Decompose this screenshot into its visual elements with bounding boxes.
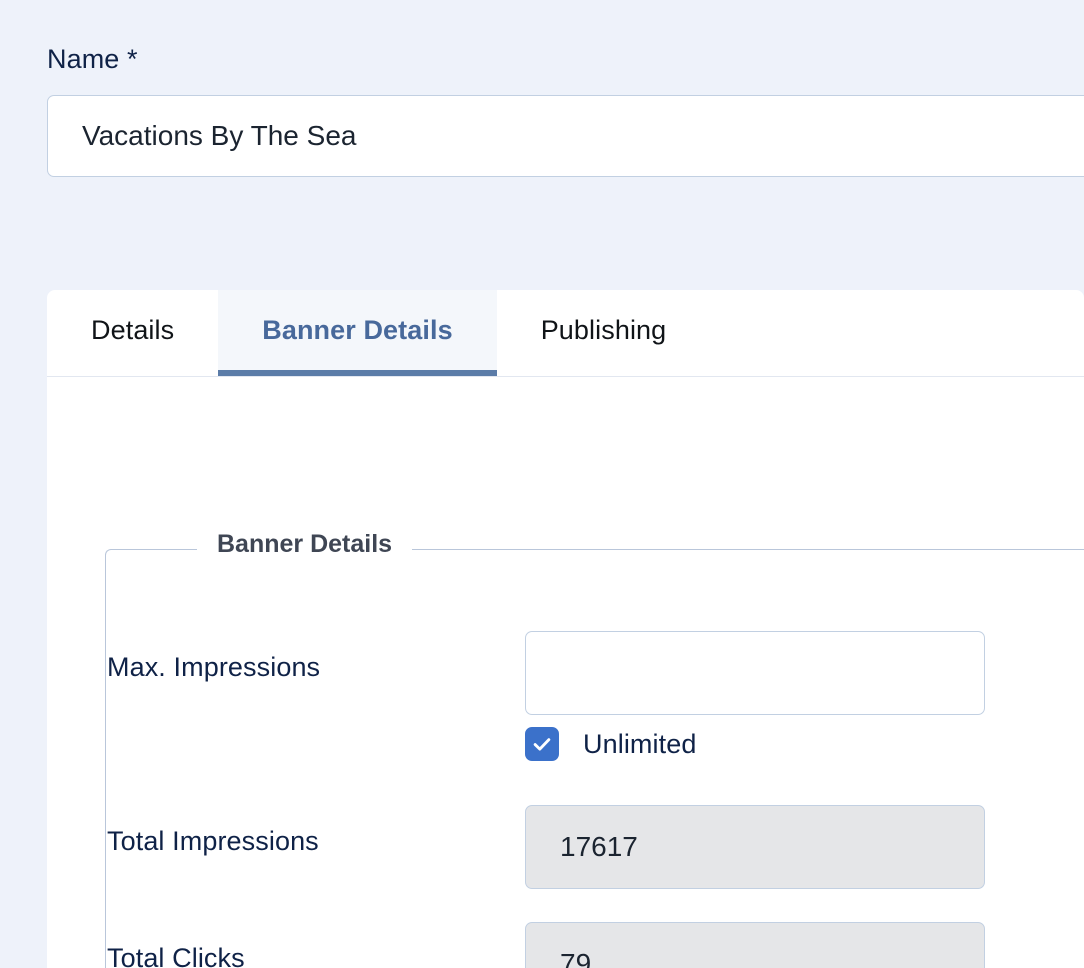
max-impressions-label: Max. Impressions [107, 652, 321, 682]
tab-publishing[interactable]: Publishing [497, 290, 711, 376]
name-section: Name * Vacations By The Sea [0, 0, 1084, 232]
tab-panel-banner-details: Banner Details Max. Impressions Unlimite… [47, 377, 1084, 968]
banner-details-fieldset: Banner Details [105, 528, 1084, 968]
total-impressions-control: 17617 [525, 805, 985, 889]
total-impressions-label: Total Impressions [107, 826, 319, 856]
tab-banner-details-label: Banner Details [262, 314, 453, 345]
tab-publishing-label: Publishing [540, 314, 667, 345]
total-clicks-input: 79 [525, 922, 985, 968]
name-input[interactable]: Vacations By The Sea [47, 95, 1084, 177]
check-icon [533, 738, 551, 751]
tab-details-label: Details [91, 314, 175, 345]
total-impressions-input: 17617 [525, 805, 985, 889]
fieldset-legend: Banner Details [197, 528, 413, 560]
max-impressions-input[interactable] [525, 631, 985, 715]
total-clicks-label: Total Clicks [107, 943, 245, 968]
form-row-total-clicks: Total Clicks 79 [47, 922, 1084, 968]
max-impressions-control: Unlimited [525, 631, 985, 761]
form-row-max-impressions: Max. Impressions Unlimited [47, 631, 1084, 761]
banner-details-card: Details Banner Details Publishing Banner… [47, 290, 1084, 968]
form-row-total-impressions: Total Impressions 17617 [47, 805, 1084, 889]
unlimited-checkbox-label: Unlimited [583, 729, 697, 759]
tab-strip: Details Banner Details Publishing [47, 290, 1084, 377]
unlimited-checkbox-row[interactable]: Unlimited [525, 727, 985, 761]
tab-banner-details[interactable]: Banner Details [218, 290, 497, 376]
tab-details[interactable]: Details [47, 290, 218, 376]
unlimited-checkbox[interactable] [525, 727, 559, 761]
name-field-label: Name * [47, 44, 138, 74]
total-clicks-control: 79 [525, 922, 985, 968]
